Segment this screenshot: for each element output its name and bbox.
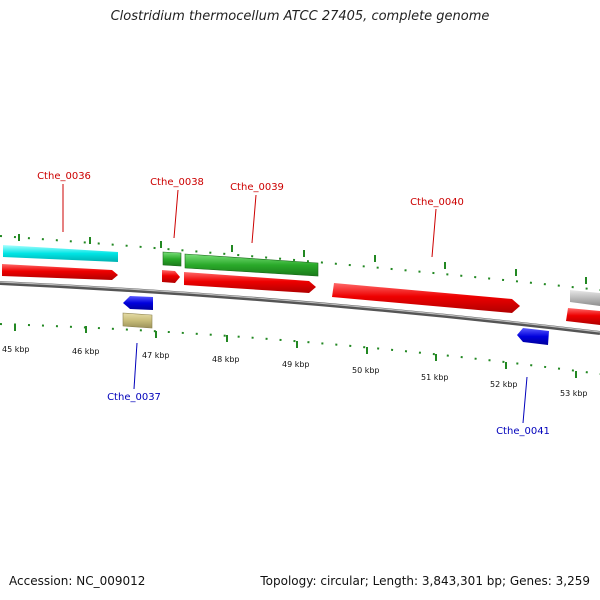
ruler-labels: 45 kbp 46 kbp 47 kbp 48 kbp 49 kbp 50 kb… bbox=[2, 345, 588, 398]
ruler-label: 53 kbp bbox=[560, 389, 588, 398]
inner-major-ticks bbox=[14, 324, 577, 378]
gene-label-cthe-0040[interactable]: Cthe_0040 bbox=[410, 197, 464, 208]
genome-summary-text: Topology: circular; Length: 3,843,301 bp… bbox=[260, 574, 590, 588]
forward-labels: Cthe_0036 Cthe_0038 Cthe_0039 Cthe_0040 bbox=[37, 171, 464, 258]
outer-dotted-ruler bbox=[0, 235, 600, 291]
feature-rna-cyan[interactable] bbox=[3, 245, 118, 262]
ruler-label: 49 kbp bbox=[282, 360, 310, 369]
feature-cds-cthe-0039[interactable] bbox=[184, 272, 316, 293]
feature-cds-cthe-0040[interactable] bbox=[332, 283, 520, 313]
feature-grey[interactable] bbox=[570, 290, 600, 306]
outer-major-ticks bbox=[18, 234, 587, 284]
ruler-label: 52 kbp bbox=[490, 380, 518, 389]
gene-label-cthe-0037[interactable]: Cthe_0037 bbox=[107, 392, 161, 403]
feature-cds-cthe-0041[interactable] bbox=[517, 328, 549, 345]
feature-misc-tan[interactable] bbox=[122, 312, 153, 329]
ruler-label: 47 kbp bbox=[142, 351, 170, 360]
ruler-label: 51 kbp bbox=[421, 373, 449, 382]
feature-cds-cthe-0036[interactable] bbox=[2, 264, 118, 280]
feature-rna-green-small[interactable] bbox=[162, 251, 182, 267]
gene-label-cthe-0036[interactable]: Cthe_0036 bbox=[37, 171, 91, 182]
ruler-label: 45 kbp bbox=[2, 345, 30, 354]
inner-dotted-ruler bbox=[0, 323, 600, 375]
accession-text: Accession: NC_009012 bbox=[9, 574, 146, 588]
feature-rna-green-cthe-0039[interactable] bbox=[184, 253, 319, 277]
feature-cds-right[interactable] bbox=[566, 308, 600, 325]
genome-backbone bbox=[0, 281, 600, 335]
ruler-label: 46 kbp bbox=[72, 347, 100, 356]
ruler-label: 48 kbp bbox=[212, 355, 240, 364]
gene-label-cthe-0038[interactable]: Cthe_0038 bbox=[150, 177, 204, 188]
feature-cds-cthe-0038[interactable] bbox=[162, 270, 180, 283]
gene-label-cthe-0041[interactable]: Cthe_0041 bbox=[496, 426, 550, 437]
ruler-label: 50 kbp bbox=[352, 366, 380, 375]
map-title: Clostridium thermocellum ATCC 27405, com… bbox=[110, 9, 490, 24]
gene-label-cthe-0039[interactable]: Cthe_0039 bbox=[230, 182, 284, 193]
feature-cds-cthe-0037[interactable] bbox=[123, 296, 153, 310]
reverse-labels: Cthe_0037 Cthe_0041 bbox=[107, 342, 550, 437]
